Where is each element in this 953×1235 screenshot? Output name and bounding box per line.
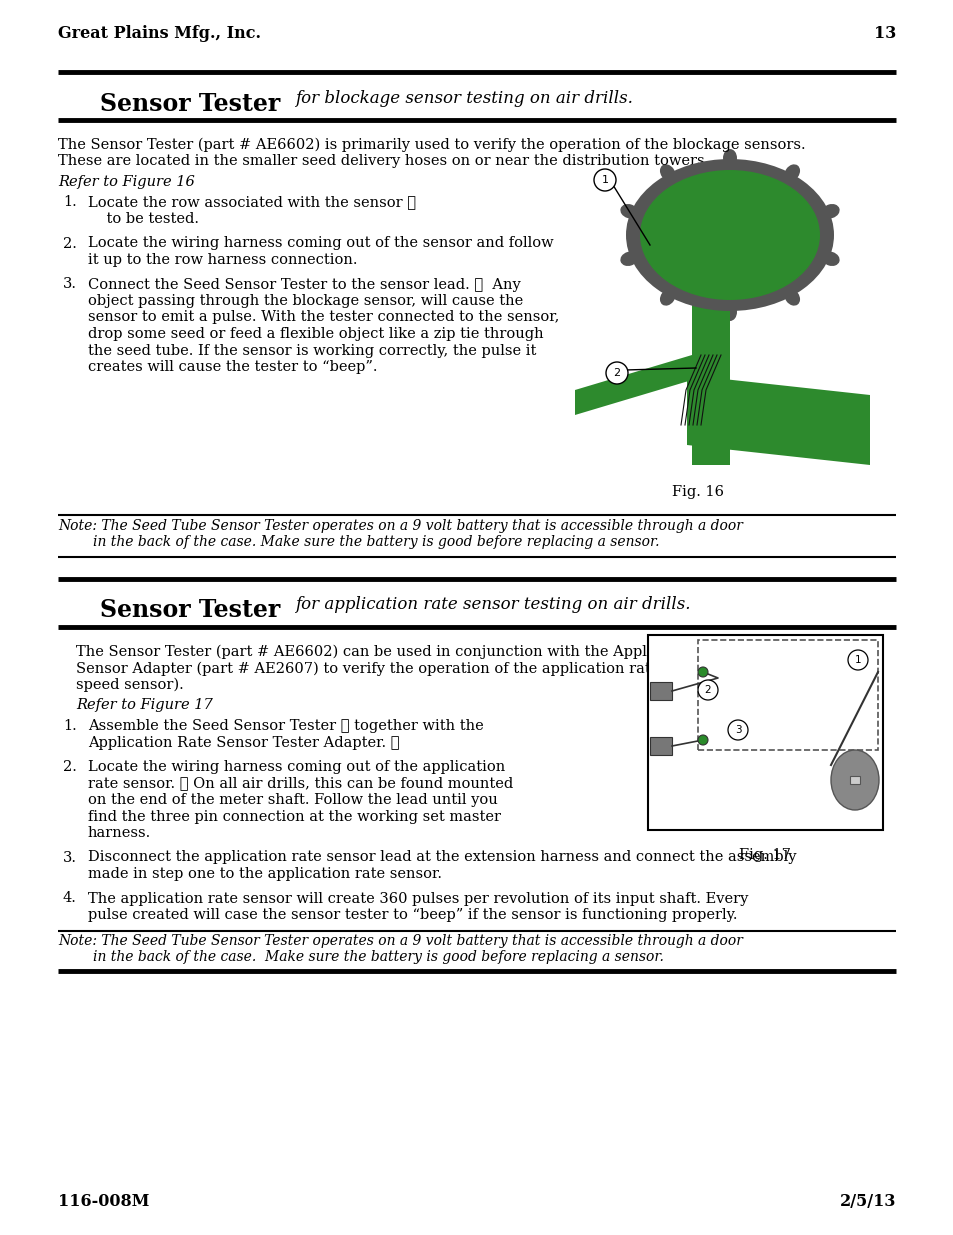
Text: creates will cause the tester to “beep”.: creates will cause the tester to “beep”. [88,359,377,374]
Text: 116-008M: 116-008M [58,1193,150,1210]
Text: The application rate sensor will create 360 pulses per revolution of its input s: The application rate sensor will create … [88,892,747,905]
Text: find the three pin connection at the working set master: find the three pin connection at the wor… [88,809,500,824]
FancyBboxPatch shape [647,635,882,830]
Text: Sensor Tester: Sensor Tester [100,91,288,116]
Ellipse shape [722,303,737,321]
Text: drop some seed or feed a flexible object like a zip tie through: drop some seed or feed a flexible object… [88,327,543,341]
Text: 2: 2 [613,368,619,378]
Ellipse shape [821,204,839,219]
Text: Note: The Seed Tube Sensor Tester operates on a 9 volt battery that is accessibl: Note: The Seed Tube Sensor Tester operat… [58,519,742,534]
Text: These are located in the smaller seed delivery hoses on or near the distribution: These are located in the smaller seed de… [58,154,708,168]
Text: 2.: 2. [63,236,77,251]
Text: 2.: 2. [63,760,77,774]
Text: 2: 2 [704,685,711,695]
Text: 1: 1 [854,655,861,664]
Text: 3.: 3. [63,851,77,864]
Text: The Sensor Tester (part # AE6602) is primarily used to verify the operation of t: The Sensor Tester (part # AE6602) is pri… [58,138,804,152]
Text: on the end of the meter shaft. Follow the lead until you: on the end of the meter shaft. Follow th… [88,793,497,806]
Text: harness.: harness. [88,826,152,840]
Text: 1: 1 [601,175,608,185]
Text: Refer to Figure 17: Refer to Figure 17 [76,699,213,713]
Circle shape [847,650,867,671]
Text: in the back of the case. Make sure the battery is good before replacing a sensor: in the back of the case. Make sure the b… [58,535,659,550]
Text: in the back of the case.  Make sure the battery is good before replacing a senso: in the back of the case. Make sure the b… [58,951,663,965]
Text: speed sensor).: speed sensor). [76,678,184,693]
Text: Great Plains Mfg., Inc.: Great Plains Mfg., Inc. [58,25,261,42]
Polygon shape [575,354,691,415]
Text: for blockage sensor testing on air drills.: for blockage sensor testing on air drill… [294,90,632,107]
Text: 1.: 1. [63,719,76,734]
Ellipse shape [625,159,833,311]
Text: Disconnect the application rate sensor lead at the extension harness and connect: Disconnect the application rate sensor l… [88,851,796,864]
Text: -: - [274,90,286,107]
Circle shape [605,362,627,384]
Text: The Sensor Tester (part # AE6602) can be used in conjunction with the Applicatio: The Sensor Tester (part # AE6602) can be… [76,645,736,659]
Text: rate sensor. ③ On all air drills, this can be found mounted: rate sensor. ③ On all air drills, this c… [88,777,513,790]
Ellipse shape [783,289,800,305]
Circle shape [698,680,718,700]
Ellipse shape [783,164,800,182]
Text: made in step one to the application rate sensor.: made in step one to the application rate… [88,867,441,881]
Text: Fig. 17: Fig. 17 [739,848,790,862]
Text: -: - [274,597,286,613]
Text: 13: 13 [873,25,895,42]
Text: object passing through the blockage sensor, will cause the: object passing through the blockage sens… [88,294,522,308]
Text: Sensor Tester: Sensor Tester [100,598,288,622]
Ellipse shape [639,170,820,300]
Text: 2/5/13: 2/5/13 [839,1193,895,1210]
Circle shape [727,720,747,740]
Text: it up to the row harness connection.: it up to the row harness connection. [88,253,357,267]
Text: 4.: 4. [63,892,77,905]
Ellipse shape [619,204,638,219]
Text: Locate the row associated with the sensor ①: Locate the row associated with the senso… [88,195,416,210]
Bar [849,776,859,784]
Ellipse shape [821,252,839,266]
Circle shape [698,735,707,745]
Ellipse shape [722,149,737,167]
Text: Application Rate Sensor Tester Adapter. ②: Application Rate Sensor Tester Adapter. … [88,736,399,750]
Text: the seed tube. If the sensor is working correctly, the pulse it: the seed tube. If the sensor is working … [88,343,536,357]
Ellipse shape [659,289,675,305]
Text: pulse created will case the sensor tester to “beep” if the sensor is functioning: pulse created will case the sensor teste… [88,908,737,923]
Bar [649,682,671,700]
Bar [691,195,729,466]
Text: Sensor Adapter (part # AE2607) to verify the operation of the application rate s: Sensor Adapter (part # AE2607) to verify… [76,662,760,676]
Text: Fig. 16: Fig. 16 [671,485,723,499]
Circle shape [698,667,707,677]
Text: to be tested.: to be tested. [88,212,199,226]
Bar [649,737,671,755]
Text: Locate the wiring harness coming out of the sensor and follow: Locate the wiring harness coming out of … [88,236,553,251]
Ellipse shape [830,750,878,810]
Text: Assemble the Seed Sensor Tester ① together with the: Assemble the Seed Sensor Tester ① togeth… [88,719,483,734]
Circle shape [594,169,616,191]
Text: Note: The Seed Tube Sensor Tester operates on a 9 volt battery that is accessibl: Note: The Seed Tube Sensor Tester operat… [58,935,742,948]
Ellipse shape [659,164,675,182]
Text: 3.: 3. [63,278,77,291]
Ellipse shape [619,252,638,266]
Text: Locate the wiring harness coming out of the application: Locate the wiring harness coming out of … [88,760,505,774]
Text: Connect the Seed Sensor Tester to the sensor lead. ②  Any: Connect the Seed Sensor Tester to the se… [88,278,520,291]
Text: 3: 3 [734,725,740,735]
Polygon shape [686,375,869,466]
Text: sensor to emit a pulse. With the tester connected to the sensor,: sensor to emit a pulse. With the tester … [88,310,558,325]
Text: 1.: 1. [63,195,76,210]
Text: for application rate sensor testing on air drills.: for application rate sensor testing on a… [294,597,690,613]
Text: Refer to Figure 16: Refer to Figure 16 [58,175,194,189]
